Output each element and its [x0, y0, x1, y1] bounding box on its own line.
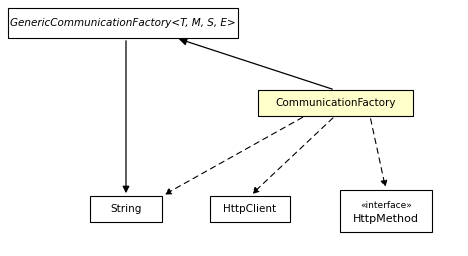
Bar — [258, 90, 413, 116]
Text: CommunicationFactory: CommunicationFactory — [275, 98, 396, 108]
Bar — [340, 190, 432, 232]
Text: String: String — [110, 204, 142, 214]
Bar — [210, 196, 290, 222]
Text: HttpClient: HttpClient — [223, 204, 277, 214]
Text: «interface»: «interface» — [360, 201, 412, 210]
Bar — [8, 8, 238, 38]
Text: HttpMethod: HttpMethod — [353, 215, 419, 225]
Text: GenericCommunicationFactory<T, M, S, E>: GenericCommunicationFactory<T, M, S, E> — [10, 18, 236, 28]
Bar — [90, 196, 162, 222]
